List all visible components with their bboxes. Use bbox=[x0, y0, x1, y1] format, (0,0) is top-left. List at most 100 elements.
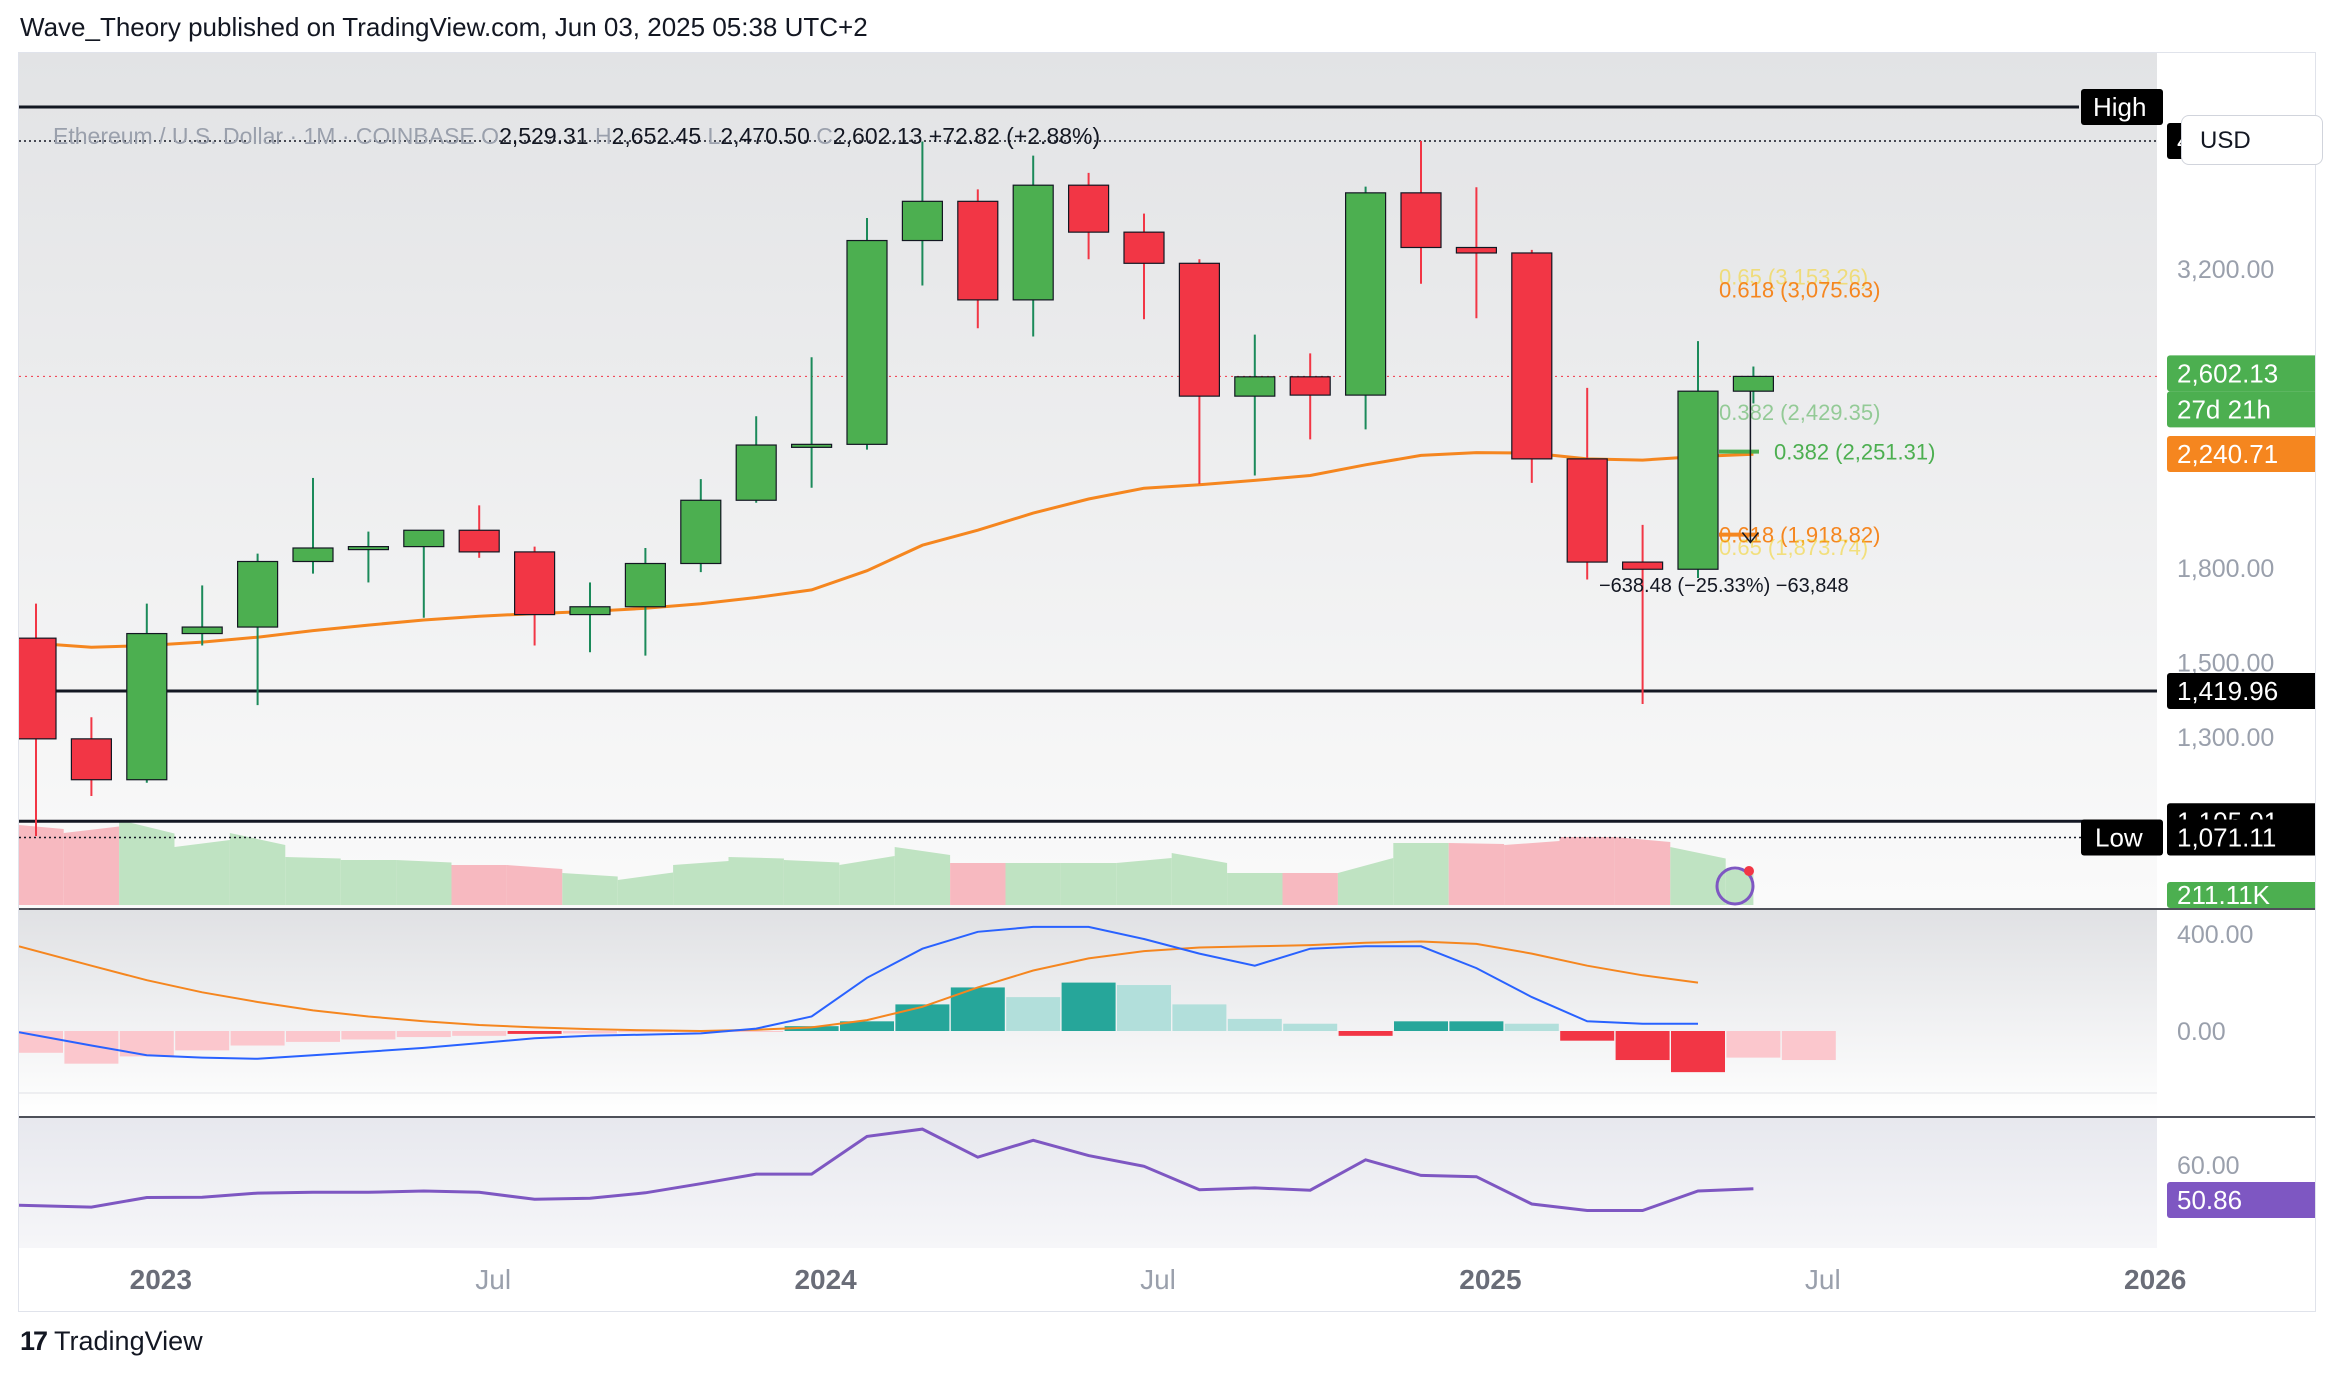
volume-area bbox=[19, 820, 1754, 905]
volume-segment bbox=[506, 865, 563, 905]
candle bbox=[1400, 140, 1442, 284]
axes: 3,200.00 1,800.00 1,500.00 1,300.00 400.00 0.… bbox=[130, 256, 2275, 1295]
candle bbox=[1511, 249, 1553, 483]
candle bbox=[1012, 155, 1054, 337]
candle-body bbox=[1067, 184, 1110, 233]
sparkle-icon bbox=[1715, 866, 1755, 906]
volume-segment bbox=[783, 860, 840, 905]
candle bbox=[1677, 341, 1719, 579]
candles[interactable] bbox=[19, 140, 1775, 837]
close-value: 2,602.13 bbox=[832, 123, 923, 149]
candle bbox=[19, 603, 57, 837]
countdown-tag-bg bbox=[2167, 391, 2315, 428]
candle bbox=[347, 531, 389, 583]
volume-segment bbox=[285, 857, 341, 905]
candle bbox=[1123, 213, 1165, 320]
candle bbox=[514, 546, 556, 646]
notification-dot-icon bbox=[1744, 866, 1754, 876]
volume-segment bbox=[1282, 873, 1338, 905]
rsi-pane[interactable] bbox=[19, 1127, 1754, 1212]
currency-button[interactable]: USD bbox=[2181, 115, 2323, 165]
measure-arrow bbox=[1741, 532, 1759, 544]
macd-histogram-bar bbox=[1172, 1004, 1227, 1031]
candle-body bbox=[292, 547, 334, 563]
candle bbox=[901, 141, 944, 286]
candle bbox=[458, 505, 500, 558]
change-value: +72.82 (+2.88%) bbox=[928, 123, 1101, 149]
candle-body bbox=[901, 200, 944, 242]
macd-histogram-bar bbox=[895, 1004, 950, 1031]
candle bbox=[569, 582, 611, 653]
candle bbox=[1344, 186, 1387, 430]
candle-body bbox=[1178, 262, 1221, 397]
open-value: 2,529.31 bbox=[499, 123, 589, 149]
candle-body bbox=[735, 444, 777, 501]
fib-levels[interactable]: 0.65 (3,153.26)0.618 (3,075.63) 0.382 (2,… bbox=[1599, 265, 1935, 597]
candle-body bbox=[624, 562, 667, 608]
volume-segment bbox=[1614, 837, 1671, 905]
candle bbox=[1621, 524, 1664, 704]
macd-histogram-bar bbox=[1781, 1031, 1836, 1061]
candle-body bbox=[1732, 375, 1775, 392]
ema-price-tag-bg bbox=[2167, 436, 2315, 473]
volume-segment bbox=[229, 833, 286, 905]
x-tick-label: 2024 bbox=[794, 1264, 857, 1295]
candle-body bbox=[1344, 192, 1387, 396]
macd-histogram-bar bbox=[1117, 985, 1171, 1031]
rsi-line bbox=[19, 1127, 1754, 1212]
volume-segment bbox=[839, 856, 895, 905]
candle-body bbox=[347, 546, 389, 551]
candle bbox=[126, 603, 168, 783]
tradingview-logo-mark: 17 bbox=[20, 1326, 48, 1356]
volume-segment bbox=[950, 863, 1006, 905]
candle-body bbox=[1012, 184, 1054, 301]
macd-histogram-bar bbox=[341, 1031, 396, 1040]
macd-histogram-bar bbox=[618, 1031, 673, 1033]
macd-histogram-bar bbox=[64, 1031, 119, 1064]
volume-segment bbox=[1337, 858, 1394, 905]
low-tag-bg bbox=[2081, 819, 2163, 856]
macd-histogram-bar bbox=[1726, 1031, 1781, 1058]
volume-segment bbox=[673, 861, 729, 905]
level-price-tag-bg bbox=[2167, 673, 2315, 709]
macd-histogram-bar bbox=[1560, 1031, 1615, 1041]
symbol-name: Ethereum / U.S. Dollar · 1M · COINBASE bbox=[53, 123, 475, 149]
candle bbox=[1732, 366, 1775, 404]
rsi-last-tag: 50.86 bbox=[2177, 1185, 2242, 1215]
candle-body bbox=[458, 529, 500, 553]
candle bbox=[1289, 353, 1331, 440]
candle bbox=[680, 479, 722, 573]
horizontal-levels bbox=[19, 105, 2157, 839]
candle-body bbox=[680, 499, 722, 565]
volume-tag-bg bbox=[2167, 882, 2315, 908]
volume-segment bbox=[451, 865, 507, 905]
volume-segment bbox=[1448, 843, 1505, 905]
chart-frame[interactable]: 0.65 (3,153.26) 0.618 (3,075.63) 0.382 (2,… bbox=[18, 52, 2323, 1312]
level-price-tag-bg bbox=[2167, 819, 2315, 856]
volume-tag: 211.11K bbox=[2177, 880, 2271, 910]
last-price-tag-bg bbox=[2167, 355, 2315, 392]
tradingview-logo[interactable]: 17 TradingView bbox=[20, 1326, 203, 1357]
chart-canvas[interactable]: 0.65 (3,153.26)0.618 (3,075.63) 0.382 (2,… bbox=[19, 53, 2315, 1311]
macd-histogram-bar bbox=[230, 1031, 285, 1046]
macd-histogram-bar bbox=[1671, 1031, 1725, 1073]
macd-histogram-bar bbox=[1449, 1021, 1504, 1031]
candle bbox=[957, 189, 999, 329]
volume-segment bbox=[894, 847, 951, 905]
candle bbox=[1178, 259, 1221, 485]
level-price-tag: 1,419.96 bbox=[2177, 676, 2278, 706]
candle-body bbox=[569, 606, 611, 616]
macd-histogram-bar bbox=[729, 1031, 784, 1032]
macd-histogram-bar bbox=[175, 1031, 230, 1051]
macd-histogram-bar bbox=[19, 1031, 63, 1053]
candle-body bbox=[126, 632, 168, 781]
low-tag: Low bbox=[2095, 822, 2143, 852]
high-tag-bg bbox=[2081, 89, 2163, 125]
candle bbox=[624, 547, 667, 656]
macd-histogram-bar bbox=[1338, 1031, 1393, 1036]
ema-line bbox=[19, 451, 1754, 649]
volume-segment bbox=[174, 840, 230, 905]
macd-pane[interactable] bbox=[19, 925, 1836, 1073]
volume-segment bbox=[119, 820, 175, 905]
candle bbox=[846, 217, 888, 450]
